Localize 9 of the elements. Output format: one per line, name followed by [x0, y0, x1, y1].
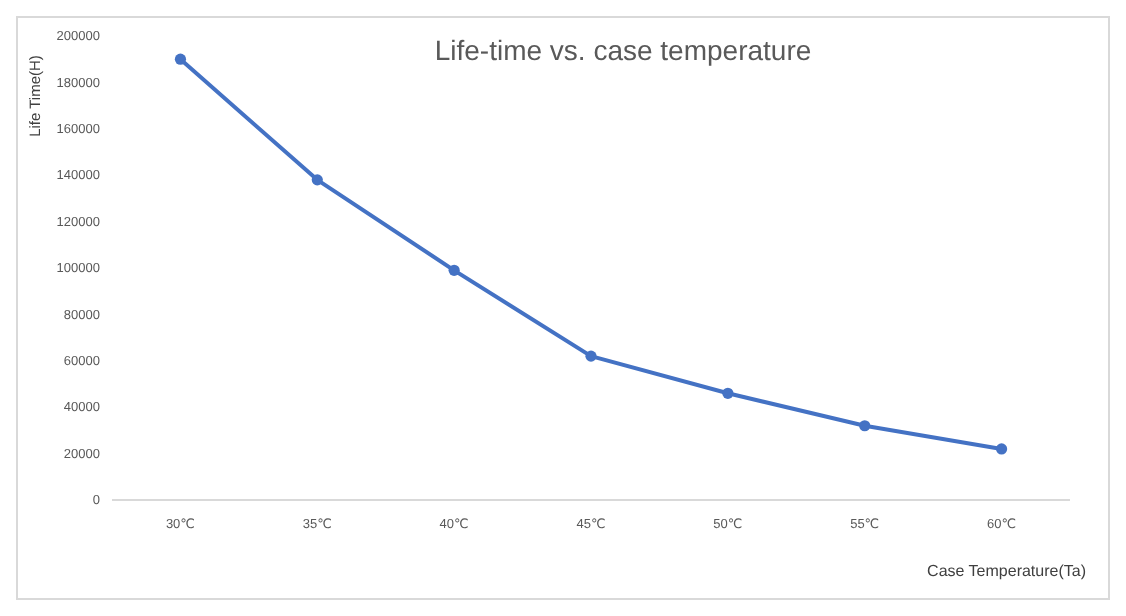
point [311, 174, 323, 186]
point [995, 443, 1008, 455]
point [585, 350, 597, 362]
point [859, 420, 871, 432]
chart-title: Life-time vs. case temperature [434, 34, 812, 66]
point [722, 387, 734, 399]
x-axis-title: Case Temperature(Ta) [927, 562, 1087, 580]
point [448, 264, 460, 276]
point [174, 53, 187, 65]
